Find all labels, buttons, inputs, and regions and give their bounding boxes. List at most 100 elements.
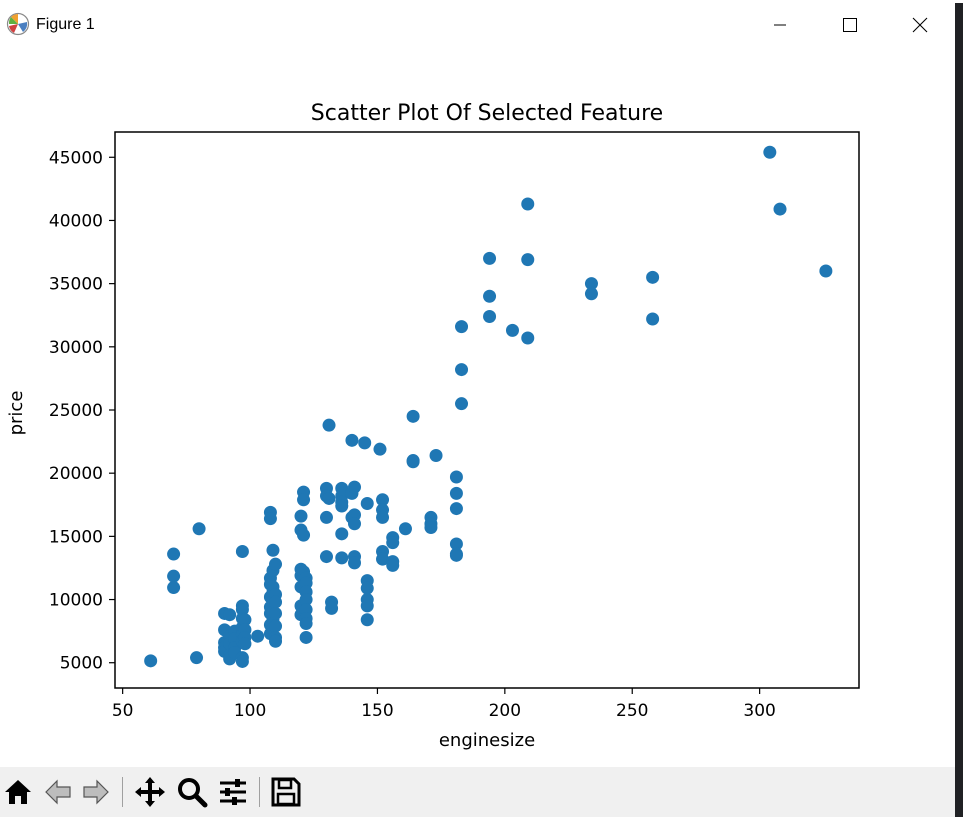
y-tick-label: 10000: [49, 591, 103, 611]
title-bar: Figure 1: [0, 0, 955, 50]
save-figure-button[interactable]: [269, 775, 303, 809]
scatter-chart: Scatter Plot Of Selected Feature 50 100 15…: [6, 101, 860, 751]
configure-subplots-button[interactable]: [216, 775, 250, 809]
home-button[interactable]: [1, 775, 35, 809]
floppy-disk-icon: [271, 777, 301, 807]
close-icon: [912, 17, 928, 33]
scatter-point: [190, 651, 204, 665]
scatter-point: [360, 581, 374, 595]
scatter-point: [773, 202, 787, 216]
scatter-point: [235, 545, 249, 559]
scatter-point: [406, 409, 420, 423]
y-tick-label: 40000: [49, 211, 103, 231]
scatter-point: [269, 606, 283, 620]
scatter-point: [521, 331, 535, 345]
navigation-toolbar: [0, 767, 955, 817]
scatter-point: [167, 569, 181, 583]
y-tick-label: 15000: [49, 527, 103, 547]
back-arrow-icon: [45, 779, 71, 805]
scatter-point: [406, 455, 420, 469]
scatter-point: [763, 145, 777, 159]
close-button[interactable]: [885, 0, 955, 50]
scatter-point: [449, 548, 463, 562]
scatter-point: [335, 499, 349, 513]
y-tick-label: 45000: [49, 148, 103, 168]
y-tick-label: 5000: [60, 654, 103, 674]
maximize-icon: [843, 18, 857, 32]
magnifier-icon: [178, 778, 208, 808]
scatter-point: [319, 550, 333, 564]
scatter-point: [345, 433, 359, 447]
scatter-point: [584, 287, 598, 301]
scatter-point: [646, 270, 660, 284]
scatter-point: [223, 608, 237, 622]
scatter-point: [348, 556, 362, 570]
toolbar-separator: [259, 777, 260, 807]
y-axis: 5000 10000 15000 20000 25000 30000 35000 40000 4…: [49, 148, 115, 674]
maximize-button[interactable]: [815, 0, 885, 50]
matplotlib-logo-icon: [6, 12, 30, 36]
scatter-point: [449, 470, 463, 484]
scatter-point: [144, 654, 158, 668]
scatter-point: [455, 397, 469, 411]
scatter-point: [398, 522, 412, 536]
scatter-point: [297, 528, 311, 542]
scatter-point: [192, 522, 206, 536]
scatter-point: [235, 654, 249, 668]
scatter-point: [819, 264, 833, 278]
scatter-point: [269, 619, 283, 633]
scatter-point: [521, 253, 535, 267]
forward-button[interactable]: [79, 775, 113, 809]
scatter-point: [386, 536, 400, 550]
scatter-point: [483, 289, 497, 303]
y-tick-label: 25000: [49, 401, 103, 421]
scatter-point: [360, 613, 374, 627]
scatter-point: [424, 521, 438, 535]
scatter-point: [455, 363, 469, 377]
pan-button[interactable]: [133, 775, 167, 809]
scatter-point: [269, 557, 283, 571]
plot-canvas[interactable]: Scatter Plot Of Selected Feature 50 100 15…: [0, 50, 955, 767]
x-tick-label: 300: [743, 701, 775, 721]
y-axis-label: price: [6, 391, 27, 436]
scatter-point: [322, 418, 336, 432]
scatter-point: [455, 320, 469, 334]
scatter-point: [376, 552, 390, 566]
x-tick-label: 250: [616, 701, 648, 721]
scatter-point: [584, 277, 598, 291]
x-tick-label: 200: [489, 701, 521, 721]
y-tick-label: 20000: [49, 464, 103, 484]
back-button[interactable]: [41, 775, 75, 809]
scatter-point: [348, 480, 362, 494]
scatter-point: [348, 517, 362, 531]
x-tick-label: 50: [112, 701, 134, 721]
scatter-point: [238, 637, 252, 651]
scatter-point: [360, 599, 374, 613]
home-icon: [5, 780, 31, 804]
x-tick-label: 150: [361, 701, 393, 721]
x-axis-label: enginesize: [439, 730, 535, 751]
scatter-point: [266, 543, 280, 557]
zoom-button[interactable]: [175, 775, 209, 809]
scatter-point: [376, 493, 390, 507]
x-axis: 50 100 150 200 250 300: [112, 688, 776, 721]
minimize-icon: [774, 24, 786, 26]
window-title: Figure 1: [36, 16, 95, 33]
scatter-point: [483, 251, 497, 265]
toolbar-separator: [122, 777, 123, 807]
scatter-point: [322, 491, 336, 505]
scatter-point: [483, 309, 497, 323]
scatter-point: [263, 512, 277, 526]
move-arrows-icon: [135, 777, 165, 807]
scatter-point: [335, 551, 349, 565]
scatter-point: [358, 436, 372, 450]
scatter-point: [251, 629, 265, 643]
minimize-button[interactable]: [745, 0, 815, 50]
scatter-point: [299, 617, 313, 631]
scatter-point: [238, 613, 252, 627]
scatter-point: [449, 486, 463, 500]
scatter-point: [335, 527, 349, 541]
scatter-point: [167, 581, 181, 595]
scatter-point: [269, 634, 283, 648]
